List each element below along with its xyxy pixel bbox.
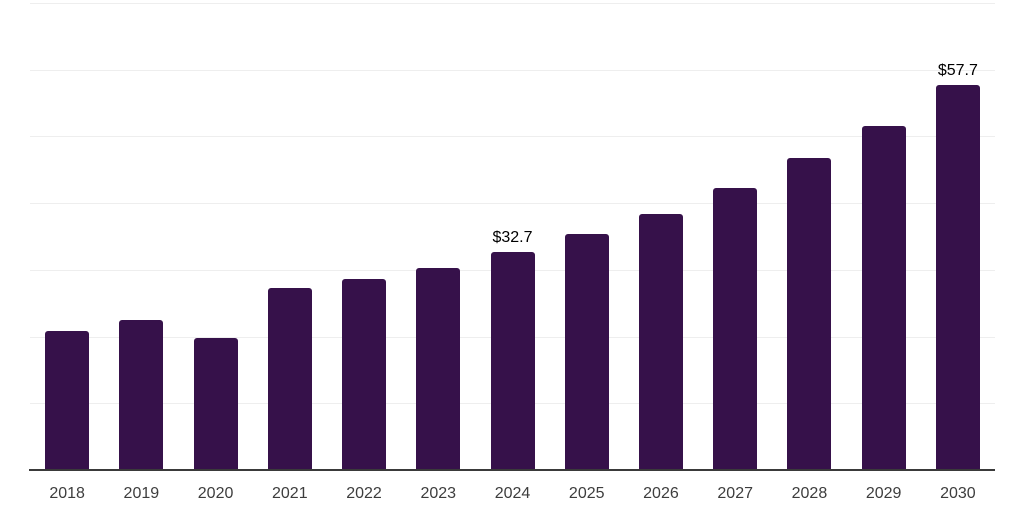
x-tick-2024: 2024 — [494, 485, 531, 502]
bar-2023 — [416, 267, 461, 470]
gridline-70 — [30, 3, 995, 4]
bar-2021 — [267, 287, 312, 470]
bar-2025 — [564, 233, 609, 470]
bar-2024 — [490, 251, 535, 470]
gridline-60 — [30, 69, 995, 71]
plot-area: $32.7 $57.7 — [30, 0, 995, 470]
x-tick-2021: 2021 — [272, 485, 308, 502]
bar-2018 — [45, 330, 90, 470]
x-tick-2030: 2030 — [940, 485, 976, 502]
bar-2022 — [342, 279, 387, 470]
x-tick-2023: 2023 — [420, 485, 457, 502]
x-tick-2022: 2022 — [346, 485, 382, 502]
value-label-2030: $57.7 — [937, 62, 978, 80]
bar-2020 — [193, 337, 238, 470]
value-label-2024: $32.7 — [492, 228, 533, 246]
x-tick-2027: 2027 — [717, 485, 753, 502]
x-tick-2029: 2029 — [865, 485, 902, 502]
x-tick-2020: 2020 — [197, 485, 234, 502]
gridline-50 — [30, 136, 995, 138]
bar-2026 — [638, 213, 683, 470]
bar-2027 — [713, 188, 758, 470]
x-tick-2026: 2026 — [643, 485, 679, 502]
x-tick-2018: 2018 — [49, 485, 85, 502]
bar-2028 — [787, 158, 832, 470]
bar-2019 — [119, 319, 164, 470]
bar-2030 — [935, 85, 980, 470]
x-tick-2019: 2019 — [123, 485, 160, 502]
x-tick-2028: 2028 — [791, 485, 828, 502]
x-axis-line — [29, 469, 995, 471]
x-tick-2025: 2025 — [568, 485, 605, 502]
bar-2029 — [861, 125, 906, 470]
gridline-40 — [30, 203, 995, 205]
